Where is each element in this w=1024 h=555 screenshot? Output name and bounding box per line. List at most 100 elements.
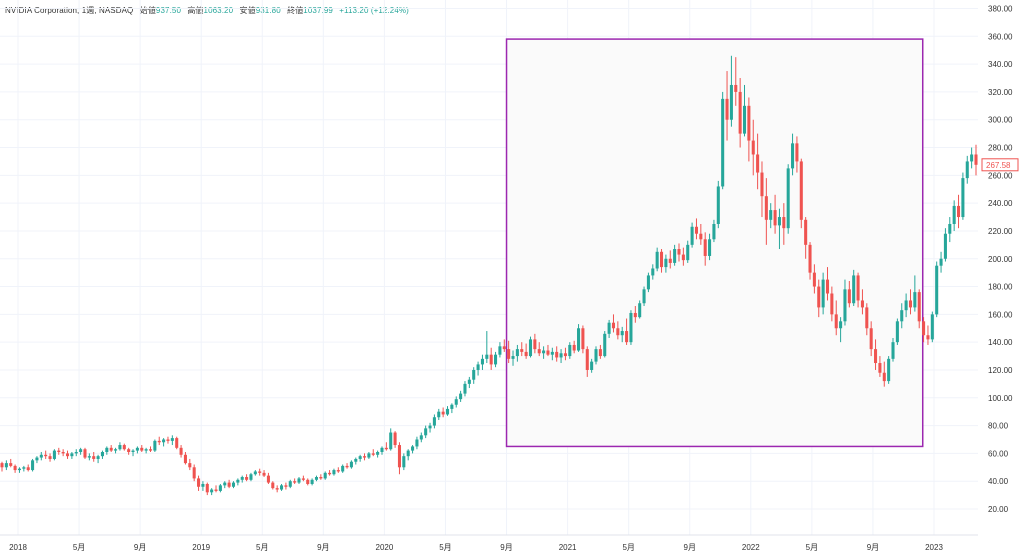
candle [834, 300, 838, 336]
last-price-tag-text: 267.58 [986, 161, 1011, 170]
candle-body [419, 435, 423, 440]
candle-body [751, 140, 755, 155]
candle-body [380, 447, 384, 452]
x-tick-label: 9月 [500, 543, 512, 552]
last-price-tag-box [981, 158, 1019, 172]
candle-body [515, 349, 519, 357]
candle [406, 449, 410, 461]
candle [476, 361, 480, 376]
candle [507, 340, 511, 364]
candle-body [153, 440, 157, 451]
candle-body [362, 456, 367, 458]
highlight-box [505, 38, 924, 448]
candle-body [555, 351, 559, 358]
candle-body [843, 289, 847, 322]
y-tick-label: 300.00 [988, 116, 1013, 125]
candle-body [917, 292, 921, 322]
candle [935, 261, 939, 318]
candle [751, 119, 755, 176]
candle [721, 91, 725, 190]
candle-body [594, 349, 598, 362]
legend-close-value: 1037.99 [303, 6, 333, 15]
candle [782, 203, 786, 245]
candle-body [926, 335, 930, 340]
candle-body [245, 477, 249, 480]
candle-body [703, 239, 707, 256]
candle [236, 478, 240, 486]
candle [358, 454, 362, 462]
candle-body [655, 251, 659, 269]
candle [306, 478, 310, 486]
candle [245, 474, 249, 482]
candle [240, 475, 244, 483]
candle [249, 472, 253, 482]
candle-body [240, 477, 244, 480]
candle-body [262, 472, 266, 476]
candle [646, 272, 650, 293]
candle-body [87, 456, 91, 458]
candle-body [4, 463, 8, 468]
candle-body [306, 479, 310, 484]
x-tick-label: 5月 [73, 543, 85, 552]
candle [895, 318, 899, 345]
candle [681, 247, 685, 266]
candle-body [725, 98, 729, 120]
candle-body [144, 449, 148, 451]
candle [170, 435, 174, 446]
candle-body [773, 210, 777, 226]
candle [485, 331, 489, 364]
candle [502, 339, 506, 352]
legend-high-label: 高値 [187, 6, 204, 15]
candle-body [895, 321, 899, 343]
candle [328, 470, 332, 476]
candle [856, 272, 860, 308]
candle-body [694, 226, 698, 234]
candle-body [922, 321, 926, 336]
candle-body [629, 312, 633, 343]
candle [563, 347, 567, 361]
candle-body [638, 303, 642, 318]
x-tick-label: 2021 [559, 543, 577, 552]
candle [349, 460, 353, 469]
candle [957, 194, 961, 229]
x-tick-label: 9月 [684, 543, 696, 552]
candle [791, 133, 795, 176]
y-tick-label: 320.00 [988, 88, 1013, 97]
candle [310, 478, 314, 486]
candle [738, 78, 742, 148]
candle [52, 449, 56, 461]
candle [874, 339, 878, 370]
candle-body [332, 470, 336, 475]
candle [380, 446, 384, 455]
candle [725, 71, 729, 141]
candle [620, 326, 624, 343]
candle-body [162, 439, 166, 443]
candle-body [48, 456, 52, 459]
candle [210, 488, 214, 496]
candle [0, 461, 4, 472]
candle [262, 470, 266, 478]
candle [668, 250, 672, 269]
candle [275, 485, 279, 493]
candle-body [817, 286, 821, 308]
candle [74, 449, 78, 457]
candle-body [686, 244, 690, 261]
legend-open-value: 937.50 [155, 6, 181, 15]
candle [817, 279, 821, 318]
candle-body [974, 154, 978, 165]
candle [747, 97, 751, 162]
candle [127, 447, 131, 455]
candle-body [148, 449, 153, 451]
candle-body [616, 328, 620, 336]
candle-body [913, 292, 917, 308]
y-axis: 20.00 40.00 60.00 80.00 100.00 120.00 140.00 16… [988, 5, 1013, 515]
candle-body [280, 485, 284, 490]
x-tick-label: 2019 [192, 543, 210, 552]
candle [301, 475, 305, 482]
candle [319, 474, 323, 480]
candle-body [961, 178, 965, 218]
candle-body [943, 233, 947, 259]
candle-body [122, 445, 126, 450]
candle [288, 479, 292, 489]
